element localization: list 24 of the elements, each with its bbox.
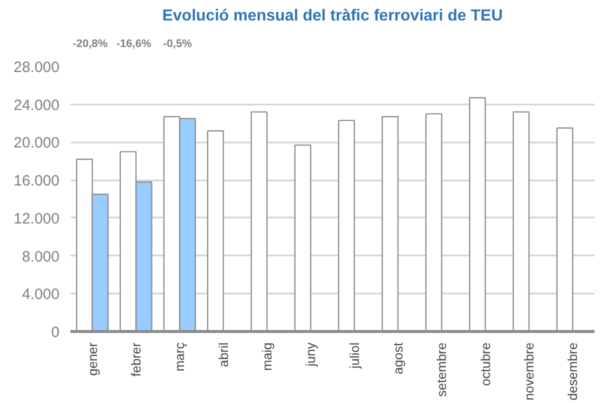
x-tick-label: novembre xyxy=(522,342,536,400)
x-tick-label: desembre xyxy=(565,342,580,400)
y-tick-label: 24.000 xyxy=(14,96,60,114)
text: -20,8% xyxy=(72,38,108,50)
text: -16,6% xyxy=(116,38,152,50)
text: -0,5% xyxy=(163,38,192,50)
y-tick-label: 16.000 xyxy=(14,172,60,190)
x-tick-label: agost xyxy=(390,342,406,374)
x-tick-label: juny xyxy=(303,342,318,368)
chart-title: Evolució mensual del tràfic ferroviari de TEU xyxy=(162,8,503,24)
x-tick-label: octubre xyxy=(478,342,493,386)
y-tick-label: 28.000 xyxy=(14,59,60,76)
y-tick-label: 8.000 xyxy=(22,248,60,266)
x-tick-label: abril xyxy=(216,342,231,368)
x-tick-label: maig xyxy=(260,342,274,371)
x-tick-label: febrer xyxy=(128,342,144,376)
y-tick-label: 4.000 xyxy=(22,286,60,304)
y-tick-label: 0 xyxy=(51,324,60,341)
x-tick-label: març xyxy=(172,342,188,372)
y-tick-label: 12.000 xyxy=(14,210,60,228)
y-tick-label: 20.000 xyxy=(14,134,60,152)
x-tick-label: setembre xyxy=(434,342,450,397)
x-tick-label: gener xyxy=(84,342,100,376)
x-tick-label: juliol xyxy=(346,342,362,370)
